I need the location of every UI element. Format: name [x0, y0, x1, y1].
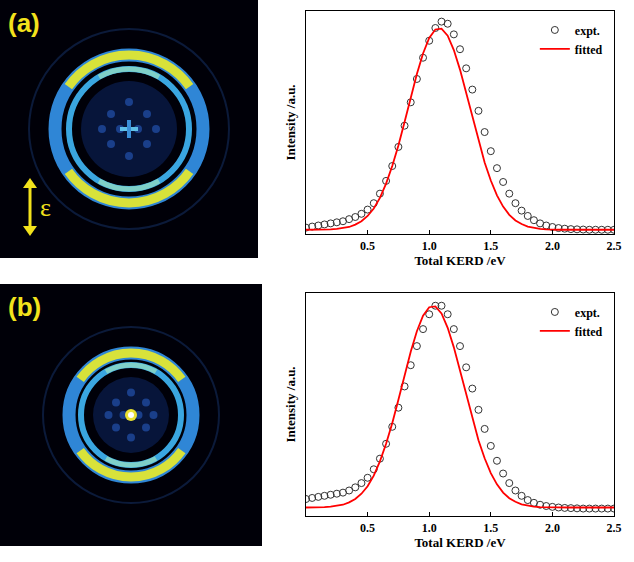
svg-text:1.0: 1.0 — [422, 239, 437, 253]
svg-text:2.5: 2.5 — [607, 521, 622, 535]
svg-text:0.5: 0.5 — [360, 239, 375, 253]
svg-text:(a): (a) — [8, 8, 40, 38]
svg-text:Intensity /a.u.: Intensity /a.u. — [283, 366, 298, 442]
svg-text:expt.: expt. — [575, 306, 600, 320]
svg-text:Intensity /a.u.: Intensity /a.u. — [283, 84, 298, 160]
svg-text:0.5: 0.5 — [360, 521, 375, 535]
svg-text:expt.: expt. — [575, 24, 600, 38]
svg-text:fitted: fitted — [575, 325, 603, 339]
svg-text:2.0: 2.0 — [545, 521, 560, 535]
svg-text:Total KERD /eV: Total KERD /eV — [414, 535, 506, 550]
svg-text:ε: ε — [40, 193, 51, 222]
svg-text:Total KERD /eV: Total KERD /eV — [414, 253, 506, 268]
svg-text:(b): (b) — [8, 292, 41, 322]
svg-text:1.0: 1.0 — [422, 521, 437, 535]
svg-text:fitted: fitted — [575, 43, 603, 57]
svg-text:1.5: 1.5 — [483, 239, 498, 253]
svg-text:1.5: 1.5 — [483, 521, 498, 535]
svg-text:2.5: 2.5 — [607, 239, 622, 253]
svg-text:2.0: 2.0 — [545, 239, 560, 253]
